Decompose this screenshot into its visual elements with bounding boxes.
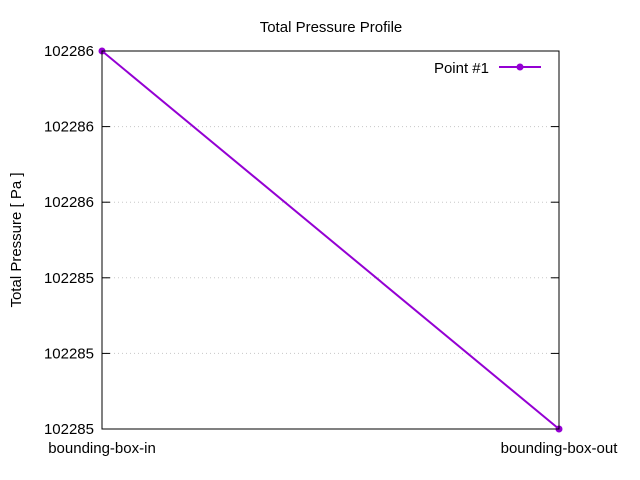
x-tick-label: bounding-box-out: [501, 440, 619, 457]
y-axis-label: Total Pressure [ Pa ]: [8, 172, 25, 307]
x-tick-label: bounding-box-in: [48, 440, 156, 457]
grid-lines: [102, 126, 559, 354]
series-layer: [98, 47, 563, 433]
y-axis-ticks: 102285 102285 102285 102286 102286 102286: [44, 43, 559, 438]
legend-swatch-marker: [516, 63, 524, 71]
plot-frame: [101, 50, 560, 430]
series-line-point-1: [101, 50, 560, 430]
chart-title: Total Pressure Profile: [260, 19, 403, 36]
y-tick-label: 102285: [44, 421, 94, 438]
y-tick-label: 102285: [44, 270, 94, 287]
legend: Point #1: [434, 60, 541, 77]
x-axis-ticks: bounding-box-in bounding-box-out: [48, 440, 618, 457]
y-tick-label: 102286: [44, 43, 94, 60]
legend-entry-point-1: Point #1: [434, 60, 489, 77]
y-tick-label: 102286: [44, 119, 94, 136]
y-tick-label: 102286: [44, 194, 94, 211]
y-tick-label: 102285: [44, 345, 94, 362]
